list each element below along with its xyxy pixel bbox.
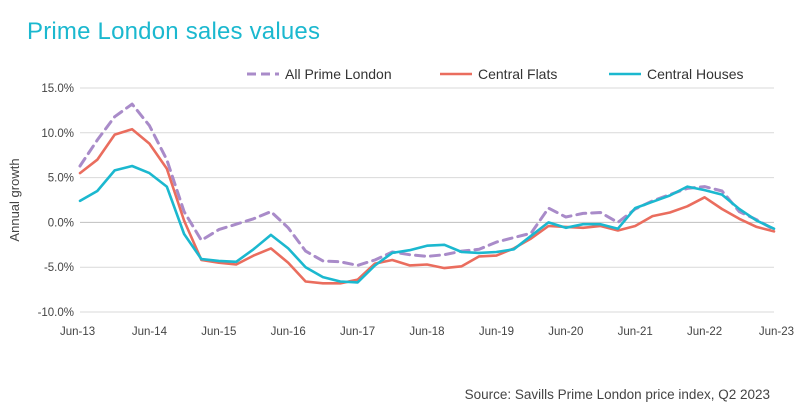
y-tick-label: -10.0% — [38, 307, 74, 319]
x-tick-label: Jun-21 — [618, 326, 653, 338]
x-tick-label: Jun-18 — [409, 326, 444, 338]
x-tick-label: Jun-13 — [60, 326, 95, 338]
series-lines — [78, 102, 776, 285]
y-tick-label: 0.0% — [48, 217, 74, 229]
x-axis-ticks: Jun-13 Jun-14 Jun-15 Jun-16 Jun-17 Jun-18 Jun-… — [60, 326, 794, 338]
y-tick-label: 10.0% — [41, 128, 74, 140]
series-line — [78, 102, 776, 267]
y-tick-label: 5.0% — [48, 173, 74, 185]
legend: All Prime London Central Flats Central Hou… — [247, 66, 744, 82]
x-tick-label: Jun-17 — [340, 326, 375, 338]
y-axis-ticks: -10.0% -5.0% 0.0% 5.0% 10.0% 15.0% — [38, 83, 74, 319]
legend-label: Central Flats — [478, 66, 557, 82]
legend-label: Central Houses — [647, 66, 744, 82]
x-tick-label: Jun-15 — [201, 326, 236, 338]
x-tick-label: Jun-19 — [479, 326, 514, 338]
y-axis-label: Annual growth — [7, 158, 22, 241]
x-tick-label: Jun-16 — [271, 326, 306, 338]
y-tick-label: 15.0% — [41, 83, 74, 95]
legend-label: All Prime London — [285, 66, 392, 82]
chart-title: Prime London sales values — [27, 18, 321, 45]
x-tick-label: Jun-23 — [759, 326, 794, 338]
x-tick-label: Jun-22 — [687, 326, 722, 338]
x-tick-label: Jun-20 — [548, 326, 583, 338]
y-tick-label: -5.0% — [44, 262, 74, 274]
grid-lines — [80, 87, 774, 313]
x-tick-label: Jun-14 — [132, 326, 168, 338]
source-note: Source: Savills Prime London price index… — [464, 387, 770, 402]
series-line — [78, 127, 776, 285]
series-line — [78, 164, 776, 284]
